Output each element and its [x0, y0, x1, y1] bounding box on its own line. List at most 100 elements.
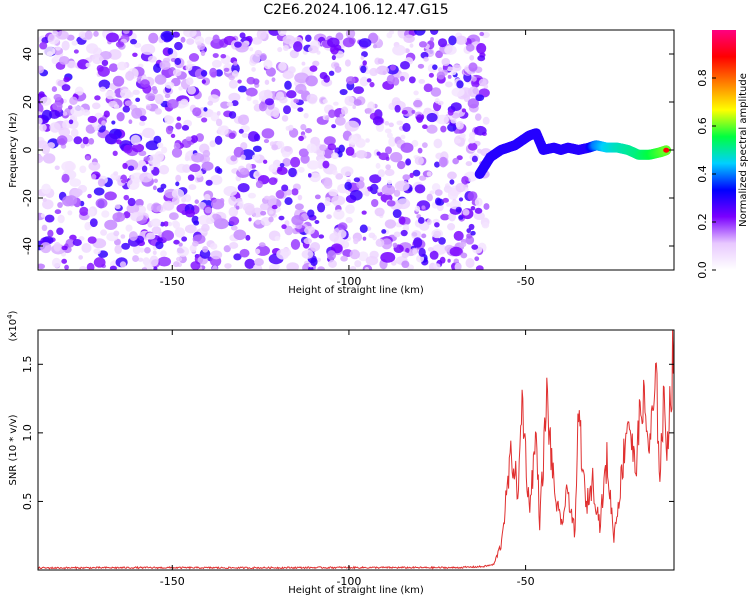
- spectrogram-noise-cell: [210, 174, 223, 186]
- spectrogram-noise-cell: [132, 89, 140, 96]
- spectrogram-noise-cell: [361, 51, 368, 58]
- spectrogram-noise-cell: [288, 124, 294, 131]
- spectrogram-noise-cell: [339, 113, 344, 119]
- spectrogram-noise-cell: [328, 70, 335, 76]
- spectrogram-noise-cell: [112, 75, 125, 87]
- spectrogram-noise-cell: [39, 41, 48, 50]
- spectrogram-noise-cell: [141, 165, 148, 173]
- spectrogram-noise-cell: [158, 164, 170, 175]
- spectrogram-noise-cell: [238, 128, 244, 134]
- spectrogram-noise-cell: [281, 224, 287, 230]
- spectrogram-noise-cell: [70, 105, 85, 117]
- spectrogram-noise-cell: [369, 81, 375, 88]
- spectrogram-noise-cell: [251, 67, 256, 72]
- spectrogram-noise-cell: [228, 92, 241, 102]
- spectrogram-noise-cell: [164, 93, 171, 99]
- spectrogram-noise-cell: [66, 60, 77, 69]
- spectrogram-noise-cell: [298, 166, 305, 173]
- spectrogram-noise-cell: [61, 258, 68, 264]
- spectrogram-noise-cell: [181, 197, 187, 203]
- spectrogram-noise-cell: [378, 152, 389, 161]
- spectrogram-noise-cell: [54, 209, 62, 215]
- spectrogram-noise-cell: [430, 87, 442, 97]
- spectrogram-noise-cell: [290, 156, 301, 168]
- spectrogram-noise-cell: [427, 247, 434, 252]
- spectrogram-noise-cell: [377, 188, 382, 193]
- spectrogram-noise-cell: [283, 105, 291, 115]
- spectrogram-noise-cell: [331, 54, 336, 61]
- spectrogram-noise-cell: [447, 109, 454, 116]
- spectrogram-noise-cell: [216, 110, 221, 116]
- spectrogram-noise-cell: [239, 32, 246, 39]
- spectrogram-noise-cell: [392, 242, 398, 248]
- spectrogram-noise-cell: [434, 98, 440, 104]
- spectrogram-noise-cell: [289, 49, 299, 59]
- spectrogram-noise-cell: [276, 249, 289, 260]
- spectrogram-noise-cell: [274, 95, 281, 101]
- spectrogram-noise-cell: [264, 195, 270, 200]
- spectrogram-noise-cell: [334, 116, 346, 126]
- spectrogram-noise-cell: [91, 53, 103, 65]
- spectrogram-noise-cell: [473, 211, 485, 221]
- spectrogram-noise-cell: [172, 69, 182, 77]
- spectrogram-noise-cell: [174, 227, 186, 238]
- spectrogram-noise-cell: [426, 112, 438, 123]
- spectrogram-noise-cell: [418, 175, 427, 181]
- spectrogram-noise-cell: [413, 90, 419, 96]
- spectrogram-noise-cell: [172, 220, 179, 228]
- spectrogram-noise-cell: [451, 87, 465, 97]
- spectrogram-noise-cell: [349, 265, 357, 270]
- spectrogram-noise-cell: [458, 197, 464, 202]
- snr-y-tick-label: 1.0: [21, 424, 34, 442]
- spectrogram-noise-cell: [160, 30, 174, 42]
- spectrogram-noise-cell: [61, 173, 70, 183]
- spectrogram-noise-cell: [256, 30, 267, 40]
- spectrogram-noise-cell: [259, 53, 267, 61]
- spectrogram-noise-cell: [458, 215, 464, 220]
- spectrogram-noise-cell: [340, 255, 348, 262]
- spectrogram-noise-cell: [81, 109, 91, 116]
- spectrogram-noise-cell: [342, 37, 355, 48]
- spectrogram-noise-cell: [344, 120, 360, 132]
- spectrogram-noise-cell: [132, 52, 138, 57]
- spectrogram-noise-cell: [100, 229, 108, 236]
- colorbar: 0.0 0.2 0.4 0.6 0.8 Normalized spectral ampl…: [696, 30, 749, 279]
- spectrogram-noise-cell: [305, 75, 318, 87]
- spectrogram-noise-cell: [49, 122, 61, 133]
- spectrogram-noise-cell: [251, 154, 261, 161]
- spectrogram-noise-cell: [163, 221, 169, 227]
- spectrogram-noise-cell: [113, 171, 119, 176]
- spectrogram-noise-cell: [69, 96, 78, 106]
- spectrogram-noise-cell: [411, 109, 416, 114]
- spectrogram-noise-cell: [305, 34, 312, 42]
- spectrogram-noise-cell: [242, 202, 255, 212]
- spectrogram-noise-cell: [380, 251, 396, 263]
- spectrogram-noise-cell: [233, 253, 242, 261]
- spectrogram-noise-cell: [353, 177, 361, 183]
- spectrogram-noise-cell: [279, 96, 288, 104]
- spectrogram-noise-cell: [42, 198, 47, 203]
- spectrogram-noise-cell: [284, 146, 292, 152]
- spectrogram-noise-cell: [185, 77, 194, 86]
- spectrogram-noise-cell: [112, 150, 118, 157]
- spectrogram-noise-cell: [297, 107, 304, 112]
- spectrogram-noise-cell: [40, 213, 46, 218]
- colorbar-tick-label: 0.8: [696, 69, 709, 87]
- spectrogram-noise-cell: [254, 219, 261, 225]
- spectrogram-noise-cell: [149, 255, 159, 267]
- spectrogram-noise-cell: [150, 218, 162, 227]
- spectrogram-y-tick-label: -40: [21, 237, 34, 255]
- spectrogram-noise-cell: [414, 205, 421, 212]
- spectrogram-noise-cell: [423, 83, 433, 93]
- spectrogram-noise-cell: [384, 219, 397, 229]
- spectrogram-noise-cell: [448, 35, 457, 46]
- spectrogram-noise-cell: [195, 41, 202, 46]
- spectrogram-noise-cell: [392, 209, 402, 219]
- spectrogram-noise-cell: [352, 104, 357, 110]
- spectrogram-noise-cell: [284, 80, 292, 90]
- spectrogram-noise-cell: [277, 46, 283, 53]
- spectrogram-noise-cell: [200, 50, 206, 57]
- spectrogram-noise-cell: [461, 108, 467, 113]
- spectrogram-noise-cell: [87, 208, 95, 217]
- spectrogram-noise-cell: [426, 171, 432, 177]
